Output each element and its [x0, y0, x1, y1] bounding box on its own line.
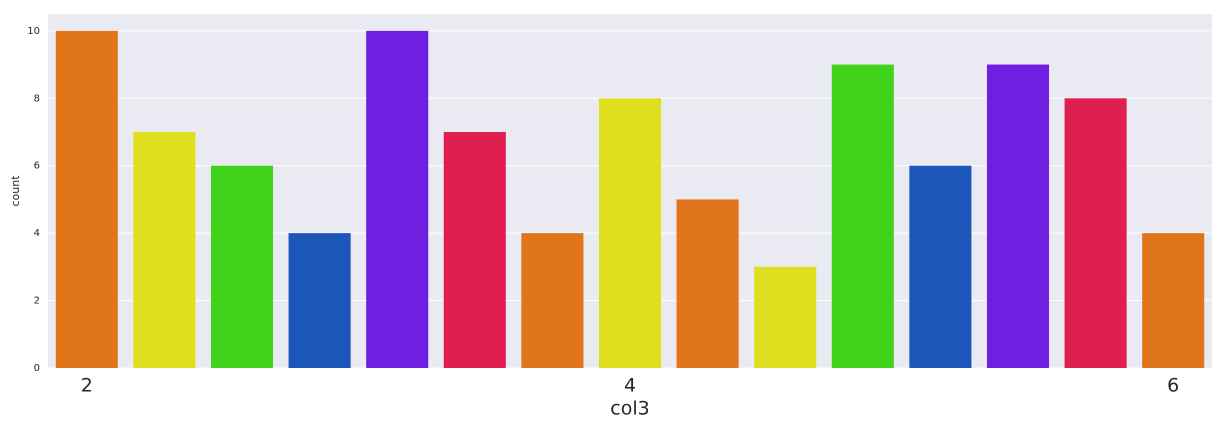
bar: [909, 165, 972, 368]
bar: [754, 266, 817, 368]
bar: [1064, 98, 1127, 369]
bar: [831, 64, 894, 369]
x-tick-label: 4: [624, 375, 636, 397]
bar: [210, 165, 274, 368]
x-axis-label: col3: [610, 398, 649, 420]
y-tick-label: 4: [34, 228, 40, 239]
y-tick-label: 10: [27, 26, 40, 37]
bar: [676, 199, 739, 368]
bar: [366, 30, 429, 368]
x-tick-label: 2: [81, 375, 93, 397]
bar: [288, 233, 351, 368]
y-tick-label: 8: [34, 93, 40, 104]
x-tick-label: 6: [1167, 375, 1179, 397]
bar: [133, 132, 196, 368]
y-tick-label: 2: [34, 296, 40, 307]
bar: [443, 132, 506, 368]
y-tick-label: 6: [34, 161, 40, 172]
bar: [598, 98, 662, 369]
bar: [1142, 233, 1205, 368]
bar: [986, 64, 1050, 369]
bar: [55, 30, 118, 368]
y-tick-label: 0: [34, 363, 40, 374]
bar: [521, 233, 584, 368]
y-axis-label: count: [9, 175, 22, 207]
